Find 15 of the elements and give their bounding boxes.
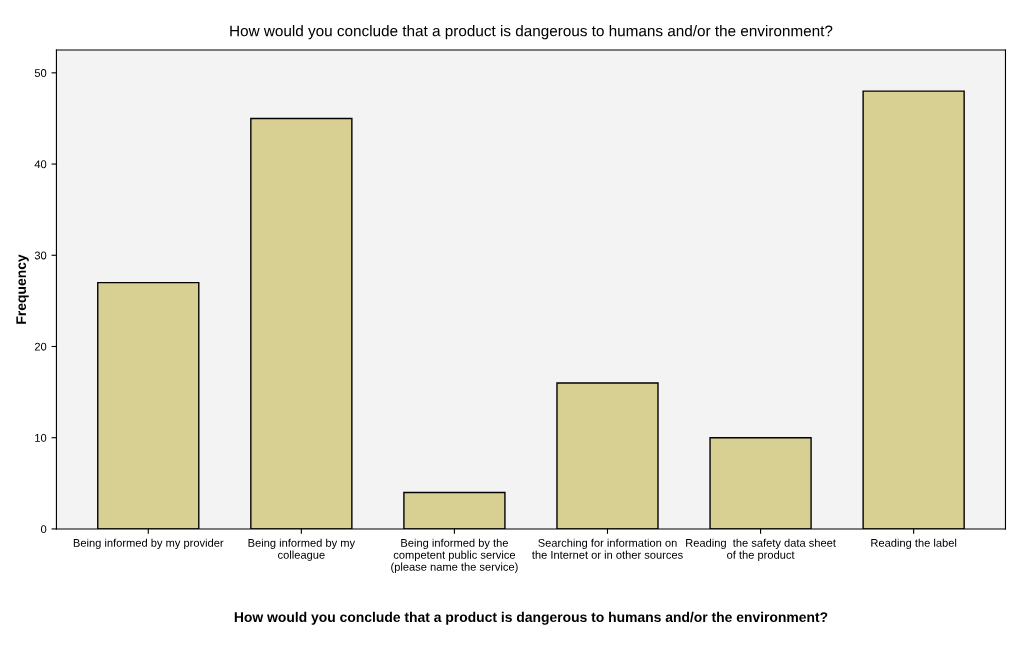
y-tick-label: 0 [40,525,47,534]
x-axis-title: How would you conclude that a product is dangerous to humans and/or the environment? [234,611,828,625]
x-tick-label: Reading the label [871,538,957,550]
y-tick-label: 20 [34,342,47,351]
y-tick-label: 40 [34,160,47,169]
x-tick-label: Being informed by my colleague [248,538,356,561]
x-tick-label: Being informed by the competent public service (please name the service) [391,538,518,573]
y-tick-label: 30 [34,251,47,260]
x-tick-label: Reading the safety data sheet of the product [686,538,836,561]
x-tick-label: Being informed by my provider [73,538,224,550]
y-tick-label: 50 [34,69,47,77]
x-tick-label: Searching for information on the Internet or in other sources [532,538,683,559]
chart-title: How would you conclude that a product is dangerous to humans and/or the environment? [230,25,833,40]
y-tick-label: 10 [35,433,47,442]
y-axis-title: Frequency [16,254,29,324]
